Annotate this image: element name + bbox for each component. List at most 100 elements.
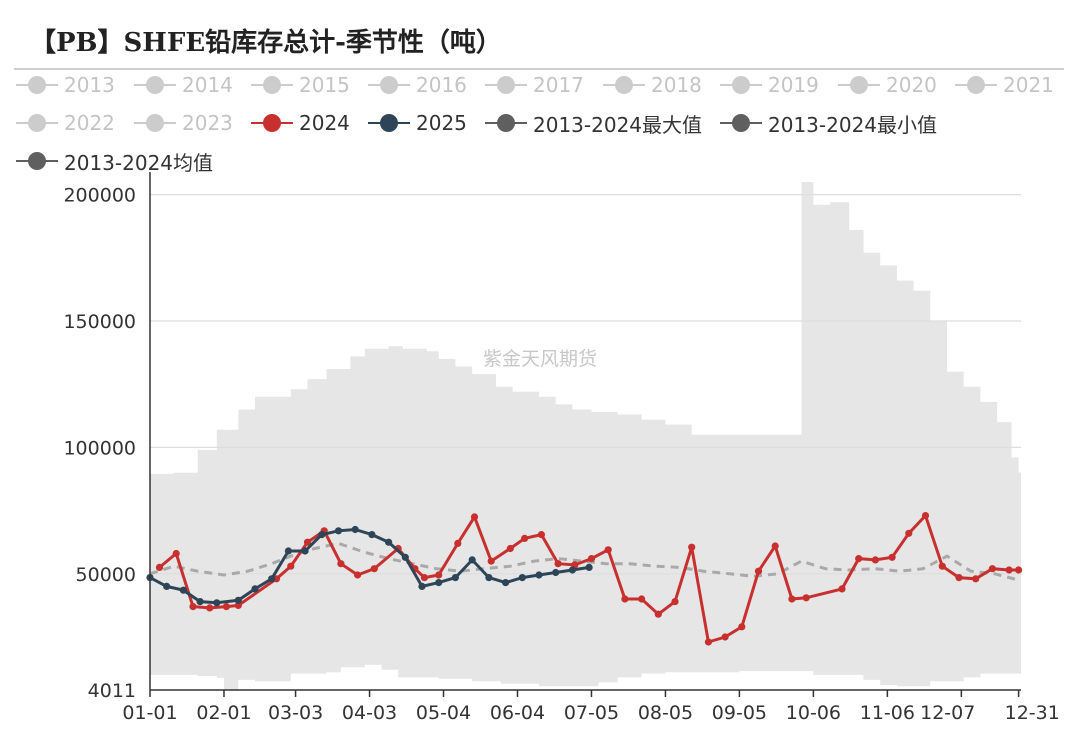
grid [150, 194, 1021, 575]
legend-swatch-icon [483, 71, 529, 99]
legend-item-2022[interactable]: 2022 [14, 109, 115, 137]
data-point [855, 555, 863, 563]
data-point [172, 549, 180, 558]
legend-swatch-icon [14, 71, 60, 99]
data-point [621, 595, 629, 603]
legend-item-2025[interactable]: 2025 [366, 109, 467, 137]
data-point [871, 556, 880, 564]
legend-swatch-icon [718, 109, 764, 137]
legend-swatch-icon [14, 147, 60, 175]
data-point [337, 560, 345, 568]
data-point [179, 586, 187, 594]
x-tick-label: 10-06 [786, 702, 841, 724]
axes: 4011 50000 100000 150000 200000 01-01 02-01 03-… [63, 172, 1060, 724]
data-point [189, 603, 197, 611]
data-point [638, 595, 646, 603]
x-tick-label: 11-06 [860, 702, 915, 724]
series-2025 [146, 525, 593, 607]
legend-item-2016[interactable]: 2016 [366, 71, 467, 99]
legend-item-2018[interactable]: 2018 [601, 71, 702, 99]
x-tick-label: 07-05 [564, 702, 619, 724]
data-point [287, 562, 295, 570]
data-point [988, 565, 997, 573]
min-max-area [150, 182, 1021, 690]
data-point [351, 525, 359, 534]
data-point [420, 574, 428, 582]
x-tick-label: 05-04 [416, 702, 471, 724]
legend-item-2013-2024最大值[interactable]: 2013-2024最大值 [483, 109, 702, 137]
data-point [454, 539, 462, 548]
x-tick-label: 04-03 [342, 702, 397, 724]
data-point [163, 582, 171, 591]
data-point [1005, 566, 1013, 574]
data-point [401, 553, 409, 561]
data-point [506, 544, 514, 553]
data-point [234, 601, 242, 610]
data-point [1015, 566, 1023, 574]
legend-swatch-icon [249, 71, 295, 99]
legend-label: 2021 [1003, 73, 1054, 97]
legend-swatch-icon [14, 109, 60, 137]
legend-swatch-icon [366, 109, 412, 137]
data-point [585, 563, 593, 572]
legend-item-2019[interactable]: 2019 [718, 71, 819, 99]
legend-item-2017[interactable]: 2017 [483, 71, 584, 99]
data-point [222, 603, 230, 611]
data-point [802, 594, 810, 602]
data-point [354, 571, 362, 579]
data-point [568, 566, 577, 574]
data-point [938, 562, 946, 570]
legend-item-2014[interactable]: 2014 [132, 71, 233, 99]
legend-label: 2013-2024最小值 [768, 112, 938, 137]
min-max-band [150, 182, 1021, 690]
data-point [301, 547, 309, 555]
data-point [318, 531, 326, 539]
legend-item-2021[interactable]: 2021 [953, 71, 1054, 99]
data-point [537, 531, 546, 539]
data-point [554, 560, 562, 568]
y-tick-label: 150000 [63, 311, 136, 333]
data-point [451, 574, 459, 582]
legend-label: 2025 [416, 111, 467, 135]
data-point [518, 574, 526, 582]
legend-swatch-icon [483, 109, 529, 137]
data-point [370, 565, 378, 573]
data-point [604, 546, 612, 554]
legend-item-2013-2024最小值[interactable]: 2013-2024最小值 [718, 109, 937, 137]
mean-line [149, 541, 1019, 582]
legend-item-2023[interactable]: 2023 [132, 109, 233, 137]
legend-label: 2020 [886, 73, 937, 97]
data-point [196, 598, 204, 606]
data-point [468, 556, 476, 564]
legend-label: 2013 [64, 73, 115, 97]
data-point [385, 538, 393, 546]
series-lines [146, 511, 1023, 646]
legend-item-2013[interactable]: 2013 [14, 71, 115, 99]
data-point [502, 579, 510, 587]
data-point [552, 568, 560, 577]
data-point [435, 579, 443, 587]
legend-swatch-icon [953, 71, 999, 99]
legend-item-2020[interactable]: 2020 [836, 71, 937, 99]
data-point [155, 563, 164, 572]
legend-item-2024[interactable]: 2024 [249, 109, 350, 137]
data-point [838, 585, 846, 593]
data-point [268, 575, 276, 583]
data-point [251, 585, 259, 593]
data-point [234, 596, 242, 604]
y-tick-label: 50000 [76, 564, 136, 586]
data-point [521, 534, 529, 543]
data-point [213, 599, 221, 607]
legend-label: 2017 [533, 73, 584, 97]
data-point [771, 542, 779, 550]
legend-label: 2022 [64, 111, 115, 135]
data-point [535, 571, 543, 579]
data-point [487, 557, 495, 565]
legend-item-2013-2024均值[interactable]: 2013-2024均值 [14, 147, 213, 175]
data-point [788, 595, 796, 603]
legend-item-2015[interactable]: 2015 [249, 71, 350, 99]
data-point [303, 538, 312, 546]
data-point [485, 574, 493, 582]
chart-title: 【PB】SHFE铅库存总计-季节性（吨） [30, 28, 502, 58]
